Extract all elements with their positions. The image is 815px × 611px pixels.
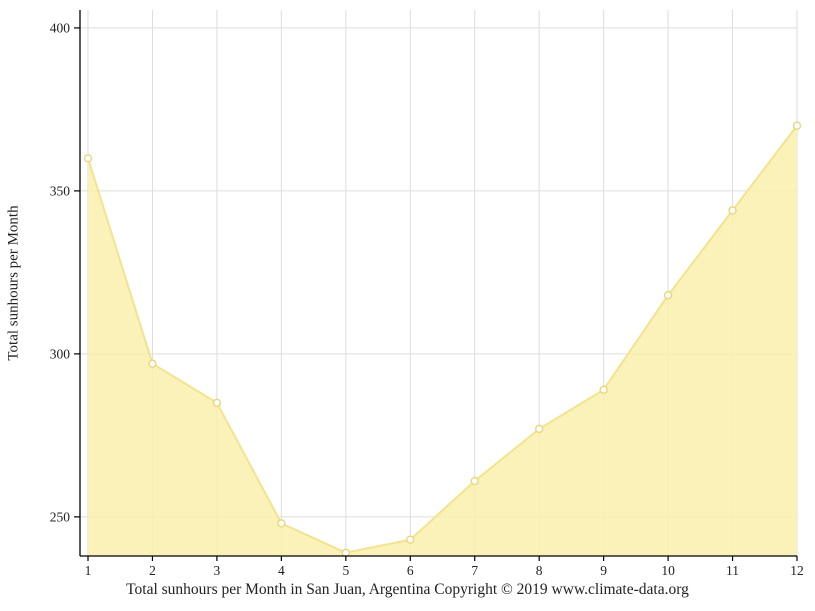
x-tick-label: 7 bbox=[471, 563, 478, 578]
y-tick-label: 350 bbox=[50, 183, 71, 198]
y-tick-label: 250 bbox=[50, 509, 71, 524]
data-point-marker bbox=[792, 121, 802, 130]
data-point-marker bbox=[83, 154, 93, 163]
x-tick-label: 3 bbox=[214, 563, 221, 578]
x-tick-label: 11 bbox=[726, 563, 739, 578]
area-series-line bbox=[87, 125, 798, 554]
x-tick-label: 5 bbox=[342, 563, 349, 578]
data-point-marker bbox=[212, 398, 222, 407]
x-tick-label: 12 bbox=[790, 563, 804, 578]
x-tick-label: 1 bbox=[85, 563, 92, 578]
x-axis-caption: Total sunhours per Month in San Juan, Ar… bbox=[126, 581, 689, 598]
y-axis-label: Total sunhours per Month bbox=[5, 205, 22, 361]
x-tick-label: 4 bbox=[278, 563, 285, 578]
data-point-marker bbox=[277, 519, 286, 528]
data-point-marker bbox=[663, 291, 673, 300]
data-point-marker bbox=[341, 548, 351, 557]
x-tick-label: 6 bbox=[407, 563, 414, 578]
y-tick-label: 400 bbox=[50, 20, 71, 35]
x-tick-label: 2 bbox=[149, 563, 156, 578]
data-point-marker bbox=[728, 206, 737, 215]
x-tick-label: 9 bbox=[600, 563, 607, 578]
data-point-marker bbox=[470, 476, 479, 486]
area-series-fill bbox=[88, 125, 797, 556]
y-tick-label: 300 bbox=[50, 346, 71, 361]
x-tick-label: 10 bbox=[661, 563, 675, 578]
x-tick-label: 8 bbox=[536, 563, 543, 578]
marker-layer bbox=[83, 121, 802, 557]
data-point-marker bbox=[406, 535, 415, 544]
data-point-marker bbox=[599, 385, 608, 394]
data-point-marker bbox=[534, 424, 544, 434]
data-point-marker bbox=[148, 359, 157, 368]
